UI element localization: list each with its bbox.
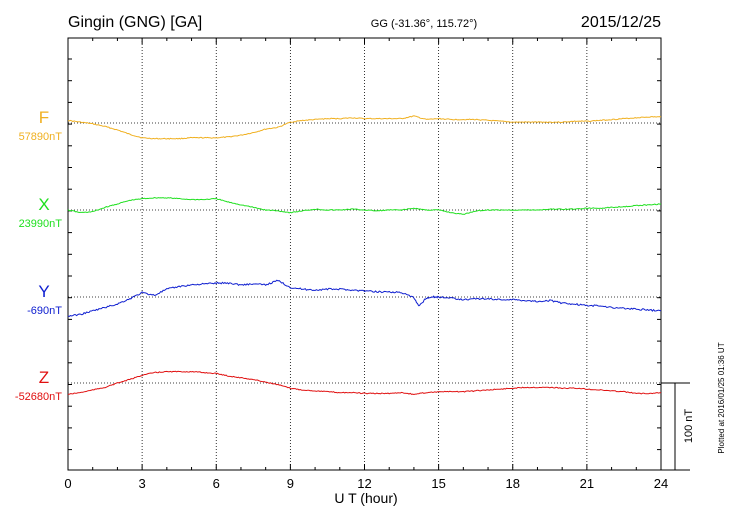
baseline-label-f: 57890nT — [19, 131, 63, 143]
axis-ticks: 0 3 6 9 12 15 18 21 24 — [64, 38, 668, 491]
x-tick-label: 21 — [580, 476, 594, 491]
chart-date: 2015/12/25 — [581, 14, 661, 31]
x-axis-title: U T (hour) — [334, 490, 397, 506]
x-tick-label: 3 — [139, 476, 146, 491]
component-label-y: Y — [38, 282, 49, 301]
series-line-f — [67, 115, 662, 140]
x-tick-label: 15 — [431, 476, 445, 491]
series-line-y — [67, 279, 662, 317]
component-labels: F 57890nT X 23990nT Y -690nT Z -52680nT — [15, 108, 62, 403]
component-label-z: Z — [39, 368, 49, 387]
x-tick-label: 12 — [357, 476, 371, 491]
x-tick-label: 24 — [654, 476, 668, 491]
series-line-z — [67, 370, 662, 396]
series-line-x — [67, 196, 662, 215]
series-group — [67, 115, 662, 396]
x-tick-label: 6 — [213, 476, 220, 491]
grid — [68, 38, 661, 470]
baseline-label-x: 23990nT — [19, 218, 63, 230]
station-coords: GG (-31.36°, 115.72°) — [371, 18, 477, 30]
station-title: Gingin (GNG) [GA] — [68, 14, 202, 31]
baseline-label-z: -52680nT — [15, 391, 62, 403]
component-label-f: F — [39, 108, 49, 127]
baseline-label-y: -690nT — [27, 305, 62, 317]
x-tick-label: 0 — [64, 476, 71, 491]
scale-bar: 100 nT — [661, 382, 695, 471]
x-tick-label: 9 — [287, 476, 294, 491]
scale-bar-label: 100 nT — [683, 409, 695, 444]
component-label-x: X — [38, 195, 49, 214]
plotted-note: Plotted at 2016/01/25 01:36 UT — [717, 342, 726, 453]
x-tick-label: 18 — [506, 476, 520, 491]
